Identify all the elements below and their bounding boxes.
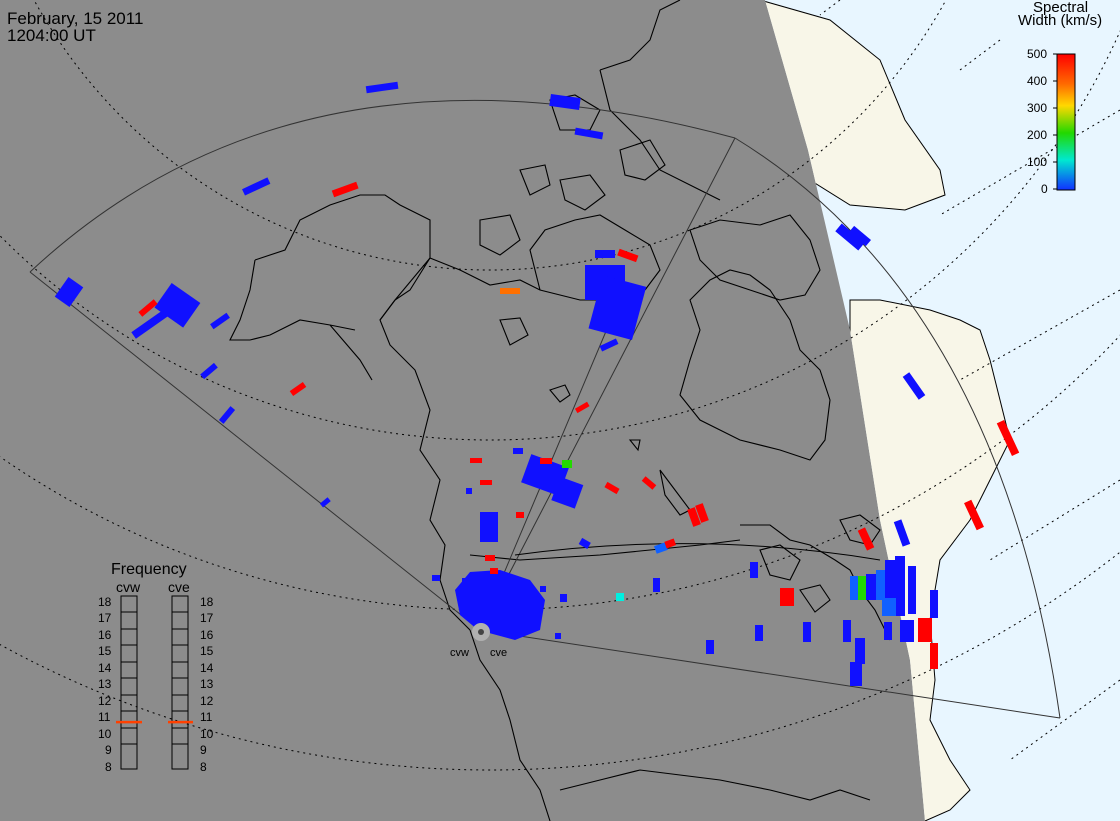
frequency-tick-left: 10 <box>98 726 112 741</box>
frequency-title: Frequency <box>111 561 187 578</box>
colorbar-tick: 400 <box>1027 74 1048 88</box>
frequency-tick-left: 17 <box>98 611 112 626</box>
frequency-tick-right: 9 <box>200 743 207 758</box>
frequency-column-cvw: cvw <box>116 579 141 595</box>
colorbar-tick: 300 <box>1027 101 1048 115</box>
colorbar-tick: 200 <box>1027 128 1048 142</box>
radar-echoes <box>54 81 1020 686</box>
frequency-tick-right: 14 <box>200 660 214 675</box>
cve-frequency-column <box>171 595 189 770</box>
frequency-tick-right: 8 <box>200 759 207 774</box>
frequency-tick-right: 17 <box>200 611 214 626</box>
colorbar-title-line2: Width (km/s) <box>1018 12 1103 29</box>
cvw-frequency-column <box>120 595 138 770</box>
frequency-tick-right: 15 <box>200 644 214 659</box>
frequency-tick-right: 16 <box>200 627 214 642</box>
spectral-width-colorbar <box>1053 53 1076 191</box>
frequency-column-cve: cve <box>168 579 190 595</box>
frequency-tick-left: 16 <box>98 627 112 642</box>
frequency-tick-right: 13 <box>200 677 214 692</box>
frequency-tick-right: 18 <box>200 595 214 609</box>
radar-label-cve: cve <box>490 647 508 659</box>
frequency-tick-left: 15 <box>98 644 112 659</box>
time-label: 1204:00 UT <box>7 26 96 45</box>
frequency-tick-left: 8 <box>105 759 112 774</box>
radar-label-cvw: cvw <box>450 647 469 659</box>
frequency-tick-left: 9 <box>105 743 112 758</box>
frequency-tick-left: 14 <box>98 660 112 675</box>
radar-fov <box>29 99 1061 719</box>
colorbar-tick: 500 <box>1027 47 1048 61</box>
frequency-tick-left: 12 <box>98 693 112 708</box>
colorbar-tick: 0 <box>1041 182 1048 196</box>
date-label: February, 15 2011 <box>7 9 144 28</box>
colorbar-title-line1: Spectral <box>1033 0 1089 16</box>
frequency-tick-right: 10 <box>200 726 214 741</box>
frequency-tick-right: 12 <box>200 693 214 708</box>
frequency-tick-right: 11 <box>200 710 213 725</box>
colorbar-tick: 100 <box>1027 155 1048 169</box>
frequency-tick-left: 13 <box>98 677 112 692</box>
frequency-tick-left: 11 <box>98 710 111 725</box>
frequency-panel <box>116 595 193 770</box>
frequency-tick-left: 18 <box>98 595 112 609</box>
coastlines <box>229 0 891 821</box>
